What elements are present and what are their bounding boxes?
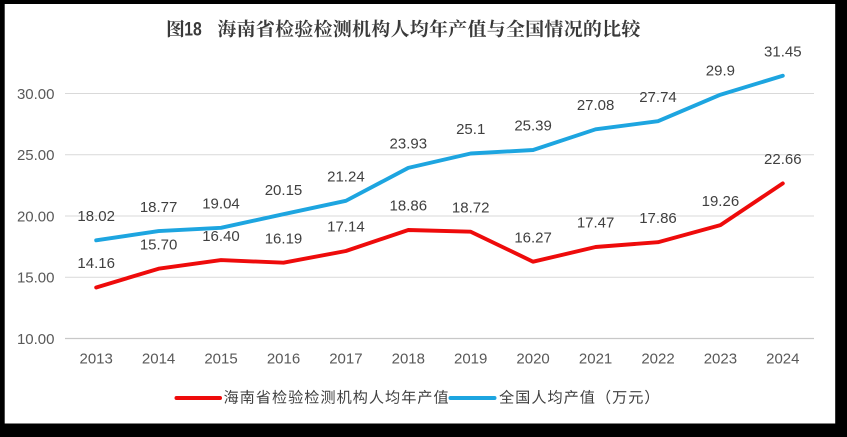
svg-text:2023: 2023 [704,350,737,367]
svg-text:18.77: 18.77 [140,199,178,216]
svg-text:21.24: 21.24 [327,169,365,186]
svg-text:2024: 2024 [766,350,799,367]
svg-text:19.04: 19.04 [202,196,240,213]
svg-text:17.47: 17.47 [577,215,615,232]
svg-text:2015: 2015 [204,350,237,367]
svg-text:2014: 2014 [142,350,175,367]
svg-text:15.70: 15.70 [140,236,178,253]
svg-text:2018: 2018 [392,350,425,367]
svg-text:18.72: 18.72 [452,199,490,216]
svg-text:27.74: 27.74 [639,89,677,106]
svg-text:2022: 2022 [641,350,674,367]
svg-text:30.00: 30.00 [17,86,55,103]
svg-text:18.86: 18.86 [390,198,428,215]
svg-text:25.1: 25.1 [456,121,485,138]
svg-text:23.93: 23.93 [390,136,428,153]
svg-text:18: 18 [184,20,202,41]
svg-text:2020: 2020 [516,350,549,367]
svg-text:19.26: 19.26 [702,193,740,210]
svg-text:17.14: 17.14 [327,219,365,236]
svg-text:14.16: 14.16 [77,255,115,272]
svg-text:2017: 2017 [329,350,362,367]
svg-text:25.39: 25.39 [514,118,552,135]
svg-text:29.9: 29.9 [706,62,735,79]
svg-text:20.00: 20.00 [17,208,55,225]
svg-text:16.40: 16.40 [202,228,240,245]
svg-text:20.15: 20.15 [265,182,303,199]
svg-text:31.45: 31.45 [764,43,802,60]
svg-text:17.86: 17.86 [639,210,677,227]
svg-text:10.00: 10.00 [17,331,55,348]
svg-text:2021: 2021 [579,350,612,367]
svg-text:25.00: 25.00 [17,147,55,164]
svg-text:22.66: 22.66 [764,151,802,168]
svg-text:2013: 2013 [80,350,113,367]
svg-text:15.00: 15.00 [17,270,55,287]
svg-text:2016: 2016 [267,350,300,367]
svg-text:18.02: 18.02 [77,208,115,225]
svg-text:2019: 2019 [454,350,487,367]
svg-text:27.08: 27.08 [577,97,615,114]
svg-text:16.27: 16.27 [514,229,552,246]
svg-text:16.19: 16.19 [265,230,303,247]
